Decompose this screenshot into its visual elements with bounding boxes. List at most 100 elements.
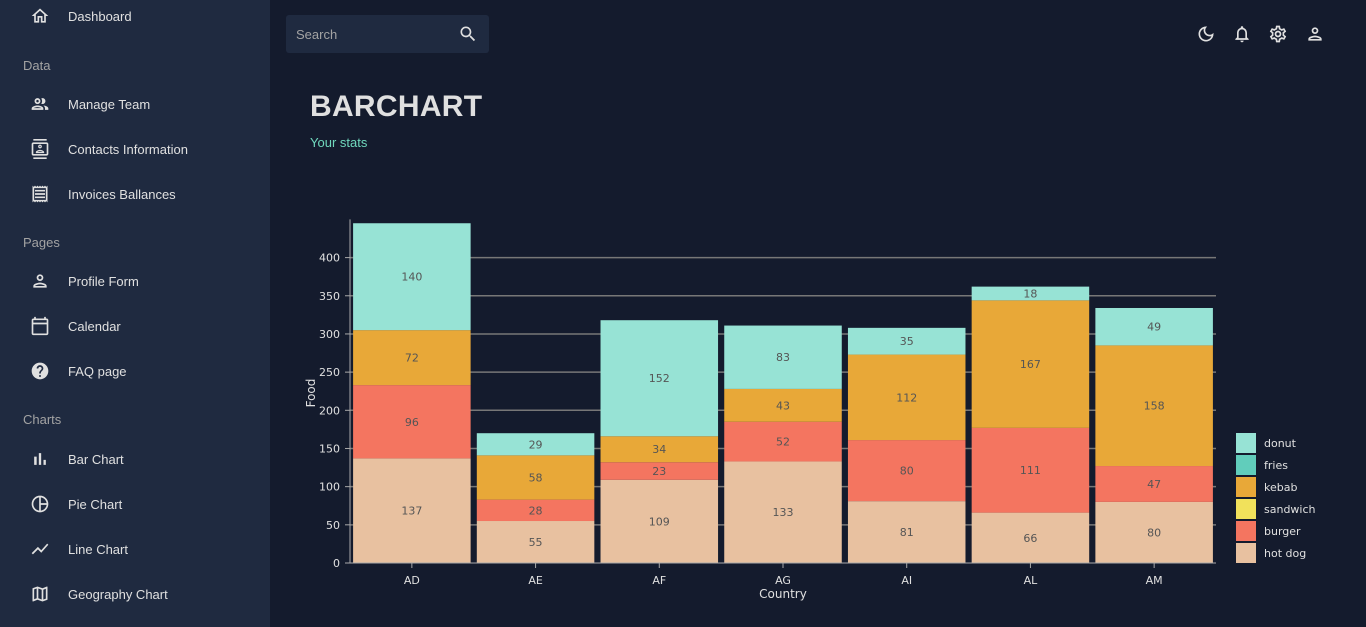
bar-segment[interactable]	[1095, 307, 1213, 346]
bar-segment[interactable]	[971, 300, 1090, 428]
bar-segment[interactable]	[476, 499, 595, 522]
y-tick-label: 200	[319, 404, 340, 417]
bar-segment[interactable]	[847, 501, 966, 563]
sidebar-item-label: Pie Chart	[68, 496, 123, 512]
legend-label: kebab	[1264, 481, 1297, 494]
bar-segment[interactable]	[1095, 345, 1213, 467]
sidebar-item-profile-form[interactable]: Profile Form	[0, 262, 270, 300]
legend-label: sandwich	[1264, 503, 1316, 516]
bar-segment[interactable]	[353, 330, 471, 386]
bar-value-label: 18	[1023, 287, 1037, 300]
bar-value-label: 66	[1023, 532, 1037, 545]
section-title-charts: Charts	[23, 412, 62, 427]
bar-segment[interactable]	[847, 354, 966, 441]
sidebar-item-geography-chart[interactable]: Geography Chart	[0, 575, 270, 613]
bar-segment[interactable]	[600, 462, 719, 480]
bar-value-label: 137	[401, 505, 422, 518]
receipt-icon	[32, 185, 48, 203]
section-title-data: Data	[23, 58, 51, 73]
sidebar-item-contacts[interactable]: Contacts Information	[0, 130, 270, 168]
y-tick-label: 350	[319, 290, 340, 303]
x-tick-label: AM	[1146, 574, 1163, 587]
bar-segment[interactable]	[1095, 466, 1213, 502]
sidebar-item-label: Invoices Ballances	[68, 186, 176, 202]
x-tick-label: AI	[901, 574, 912, 587]
main-content: BARCHART Your stats 137 96 72 140 55 28 58 29 10…	[270, 0, 1366, 627]
bar-segment[interactable]	[353, 385, 471, 459]
user-icon[interactable]	[1305, 24, 1325, 44]
notifications-icon[interactable]	[1232, 24, 1252, 44]
bar-segment[interactable]	[476, 433, 595, 456]
bar-segment[interactable]	[971, 427, 1090, 513]
bar-segment[interactable]	[1095, 501, 1213, 563]
bar-segment[interactable]	[600, 479, 719, 563]
bar-segment[interactable]	[724, 461, 842, 563]
sidebar-item-calendar[interactable]: Calendar	[0, 307, 270, 345]
bar-value-label: 80	[900, 465, 914, 478]
sidebar-item-faq[interactable]: FAQ page	[0, 352, 270, 390]
bar-segment[interactable]	[600, 320, 719, 437]
y-tick-label: 50	[326, 519, 340, 532]
bar-value-label: 111	[1020, 464, 1041, 477]
bar-value-label: 35	[900, 335, 914, 348]
bar-value-label: 152	[649, 372, 670, 385]
legend-label: fries	[1264, 459, 1288, 472]
bars: 137 96 72 140 55 28 58 29 109 23 34 152 133 52 43 83 81 8…	[353, 223, 1213, 563]
bar-value-label: 49	[1147, 321, 1161, 334]
calendar-icon	[31, 316, 49, 336]
bar-segment[interactable]	[353, 223, 471, 331]
sidebar-item-pie-chart[interactable]: Pie Chart	[0, 485, 270, 523]
map-icon	[32, 586, 48, 602]
sidebar-item-label: Profile Form	[68, 273, 139, 289]
y-tick-label: 150	[319, 442, 340, 455]
bar-value-label: 133	[773, 506, 794, 519]
bar-value-label: 47	[1147, 478, 1161, 491]
bar-segment[interactable]	[476, 521, 595, 563]
y-tick-label: 100	[319, 481, 340, 494]
x-tick-label: AE	[528, 574, 543, 587]
legend-swatch	[1236, 543, 1256, 563]
bar-segment[interactable]	[476, 455, 595, 500]
y-axis: 0 50 100 150 200 250 300 350 400	[319, 219, 351, 570]
bar-value-label: 72	[405, 352, 419, 365]
sidebar-item-bar-chart[interactable]: Bar Chart	[0, 440, 270, 478]
sidebar-item-line-chart[interactable]: Line Chart	[0, 530, 270, 568]
sidebar-item-dashboard[interactable]: Dashboard	[0, 0, 270, 35]
sidebar-item-manage-team[interactable]: Manage Team	[0, 85, 270, 123]
bar-segment[interactable]	[600, 436, 719, 463]
bar-segment[interactable]	[724, 388, 842, 422]
legend: donut fries kebab sandwich burger hot dog	[1236, 433, 1316, 563]
bar-segment[interactable]	[971, 512, 1090, 563]
bar-value-label: 58	[529, 471, 543, 484]
pie-chart-icon	[31, 495, 49, 513]
bar-segment[interactable]	[847, 440, 966, 502]
bar-segment[interactable]	[724, 421, 842, 462]
sidebar-item-label: Geography Chart	[68, 586, 168, 602]
bar-segment[interactable]	[353, 458, 471, 563]
settings-icon[interactable]	[1268, 24, 1288, 44]
legend-swatch	[1236, 433, 1256, 453]
bar-value-label: 55	[529, 536, 543, 549]
x-tick-label: AD	[404, 574, 420, 587]
sidebar-item-invoices[interactable]: Invoices Ballances	[0, 175, 270, 213]
search-icon[interactable]	[458, 24, 478, 44]
sidebar-item-label: Manage Team	[68, 96, 151, 112]
x-tick-label: AL	[1024, 574, 1039, 587]
dark-mode-icon[interactable]	[1196, 24, 1216, 44]
search-input[interactable]	[296, 24, 446, 44]
contacts-icon	[31, 139, 49, 159]
x-axis-label: Country	[759, 587, 807, 601]
bar-segment[interactable]	[847, 327, 966, 355]
legend-label: burger	[1264, 525, 1301, 538]
sidebar-item-label: Line Chart	[68, 541, 128, 557]
legend-swatch	[1236, 521, 1256, 541]
bar-value-label: 43	[776, 399, 790, 412]
bar-chart: 137 96 72 140 55 28 58 29 109 23 34 152 133 52 43 83 81 8…	[304, 219, 1316, 601]
bar-segment[interactable]	[971, 286, 1090, 301]
help-icon	[31, 362, 49, 380]
bar-segment[interactable]	[724, 325, 842, 389]
bar-value-label: 81	[900, 526, 914, 539]
bar-value-label: 29	[529, 438, 543, 451]
x-tick-label: AG	[775, 574, 791, 587]
